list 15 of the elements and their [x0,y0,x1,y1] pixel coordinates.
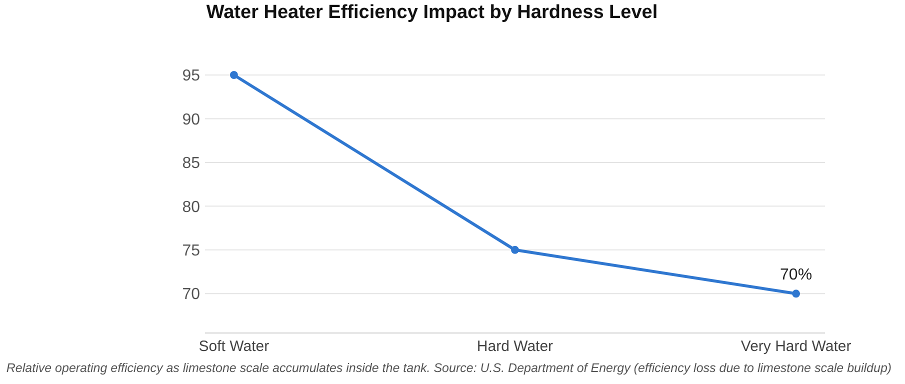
chart-title: Water Heater Efficiency Impact by Hardness Level [206,2,658,23]
y-tick-label: 85 [182,155,200,172]
text: Relative operating efficiency as limestone scale accumulates inside the tank. Source: U.S. Department of Energy (efficiency loss due to limestone scale buildup) [6,361,892,375]
y-tick-label: 70 [182,286,200,304]
y-tick-label: 95 [182,68,200,85]
point [511,246,519,254]
x-tick-label: Soft Water [198,338,270,355]
point [230,71,238,79]
y-tick-label: 75 [182,242,200,260]
data-label: 70% [780,266,812,284]
y-tick-label: 80 [182,198,200,216]
point [792,290,800,298]
x-tick-label: Very Hard Water [740,338,852,355]
x-tick-label: Hard Water [476,338,554,355]
y-tick-label: 90 [182,111,200,128]
